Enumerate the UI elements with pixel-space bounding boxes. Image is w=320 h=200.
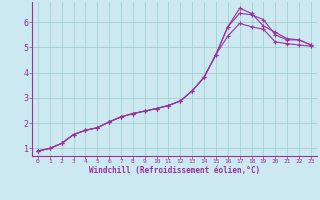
X-axis label: Windchill (Refroidissement éolien,°C): Windchill (Refroidissement éolien,°C) [89, 166, 260, 175]
